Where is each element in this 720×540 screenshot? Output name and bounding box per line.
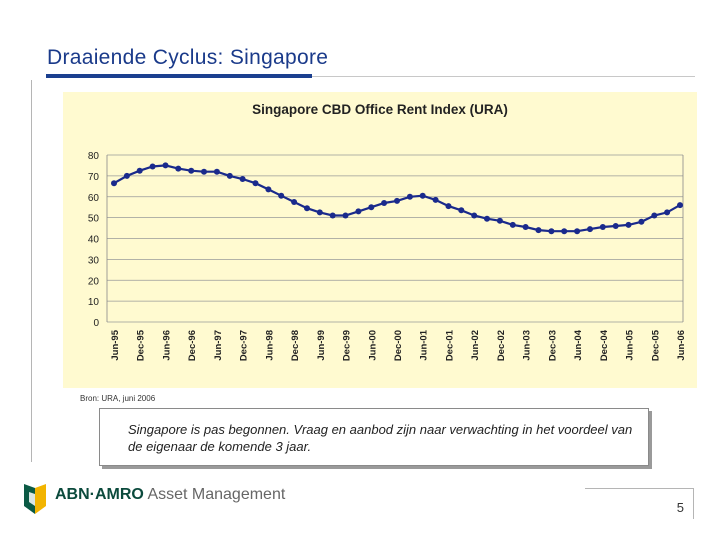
data-point — [329, 212, 336, 219]
data-point — [458, 207, 465, 214]
x-tick-label: Dec-98 — [290, 330, 301, 361]
y-tick-label: 80 — [88, 151, 100, 162]
y-tick-label: 20 — [88, 276, 100, 287]
data-point — [419, 192, 426, 199]
data-point — [123, 172, 130, 179]
data-point — [561, 228, 568, 235]
x-tick-label: Jun-02 — [470, 330, 481, 361]
data-point — [342, 212, 349, 219]
x-tick-label: Jun-01 — [419, 329, 430, 360]
data-point — [677, 202, 683, 209]
data-point — [625, 221, 632, 228]
data-point — [304, 205, 310, 212]
data-point — [612, 223, 619, 229]
data-point — [355, 208, 362, 215]
data-point — [406, 193, 413, 200]
data-point — [535, 227, 542, 234]
data-point — [522, 224, 529, 230]
left-divider — [31, 80, 32, 462]
company-logo-text: ABN·AMRO Asset Management — [55, 486, 285, 504]
data-point — [574, 228, 581, 235]
y-axis-ticks: 0 10 20 30 40 50 60 70 80 — [88, 151, 100, 329]
y-tick-label: 0 — [93, 318, 99, 329]
y-tick-label: 40 — [88, 235, 100, 246]
logo-division: Asset Management — [147, 486, 286, 503]
data-point — [316, 209, 323, 216]
slide-title: Draaiende Cyclus: Singapore — [47, 46, 329, 69]
data-point — [471, 212, 478, 219]
x-tick-label: Dec-03 — [547, 330, 558, 361]
logo-brand: ABN·AMRO — [55, 486, 144, 503]
data-point — [484, 215, 490, 222]
chart-title: Singapore CBD Office Rent Index (URA) — [252, 102, 508, 117]
x-tick-label: Jun-99 — [316, 330, 327, 361]
data-point — [188, 167, 195, 174]
data-point — [548, 228, 555, 235]
chart-panel: Singapore CBD Office Rent Index (URA) 0 1… — [63, 92, 697, 388]
x-tick-label: Dec-05 — [650, 329, 661, 361]
x-tick-label: Jun-05 — [625, 329, 636, 360]
data-point — [252, 180, 259, 187]
x-tick-label: Dec-96 — [187, 330, 198, 361]
y-tick-label: 70 — [88, 172, 100, 183]
data-point — [368, 204, 375, 211]
x-tick-label: Jun-95 — [110, 329, 121, 360]
data-point — [265, 186, 272, 193]
note-box: Singapore is pas begonnen. Vraag en aanb… — [99, 408, 649, 466]
x-tick-label: Jun-03 — [522, 330, 533, 361]
data-point — [432, 196, 439, 203]
x-tick-label: Jun-00 — [367, 330, 378, 361]
title-underline — [46, 74, 312, 78]
x-tick-label: Dec-04 — [599, 329, 610, 361]
x-tick-label: Jun-97 — [213, 330, 224, 361]
data-point — [664, 209, 671, 216]
series-points — [111, 162, 683, 235]
x-tick-label: Jun-98 — [264, 330, 275, 361]
data-point — [496, 217, 503, 224]
data-point — [587, 226, 593, 233]
data-point — [445, 203, 452, 210]
data-point — [162, 162, 169, 169]
data-point — [111, 180, 117, 187]
page-number-box: 5 — [585, 488, 694, 519]
chart-gridlines — [106, 154, 684, 323]
x-tick-label: Dec-02 — [496, 330, 507, 361]
x-tick-label: Dec-99 — [342, 330, 353, 361]
page-number: 5 — [676, 500, 684, 515]
data-point — [278, 192, 285, 199]
x-tick-label: Jun-96 — [161, 330, 172, 361]
data-point — [201, 168, 207, 175]
data-point — [291, 199, 298, 205]
data-point — [599, 224, 606, 230]
x-tick-label: Dec-97 — [239, 330, 250, 361]
title-divider — [312, 76, 695, 77]
data-point — [136, 167, 143, 174]
y-tick-label: 50 — [88, 214, 100, 225]
data-point — [239, 176, 246, 182]
data-point — [638, 218, 645, 225]
data-point — [651, 212, 658, 219]
y-tick-label: 60 — [88, 193, 100, 204]
x-tick-label: Jun-06 — [676, 330, 687, 361]
y-tick-label: 30 — [88, 255, 100, 266]
data-point — [226, 172, 233, 179]
x-tick-label: Jun-04 — [573, 329, 584, 360]
data-point — [509, 221, 516, 228]
shield-logo-icon — [24, 484, 46, 514]
x-tick-label: Dec-01 — [444, 329, 455, 361]
data-point — [149, 163, 156, 170]
data-point — [381, 200, 388, 206]
source-note: Bron: URA, juni 2006 — [80, 394, 156, 403]
rent-index-chart: Singapore CBD Office Rent Index (URA) 0 1… — [88, 102, 687, 361]
x-tick-label: Dec-00 — [393, 330, 404, 361]
x-axis-ticks: Jun-95 Dec-95 Jun-96 Dec-96 Jun-97 Dec-97 Jun-… — [110, 329, 687, 361]
x-tick-label: Dec-95 — [136, 329, 147, 361]
data-point — [175, 165, 182, 172]
data-point — [394, 197, 400, 204]
y-tick-label: 10 — [88, 297, 100, 308]
note-text: Singapore is pas begonnen. Vraag en aanb… — [128, 422, 633, 454]
data-point — [213, 168, 220, 175]
